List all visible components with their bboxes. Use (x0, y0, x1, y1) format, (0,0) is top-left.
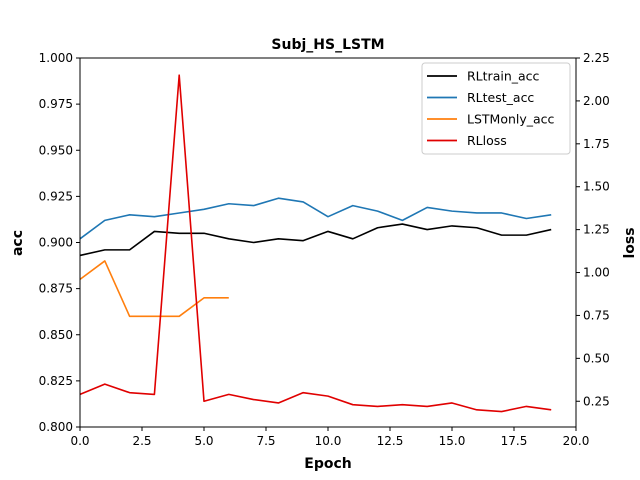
legend-label-1: RLtest_acc (467, 90, 534, 105)
y2-tick-label: 0.75 (583, 308, 610, 322)
y2-tick-label: 2.25 (583, 51, 610, 65)
y-tick-label: 0.925 (39, 189, 73, 203)
y-tick-label: 0.800 (39, 420, 73, 434)
x-tick-label: 15.0 (439, 434, 466, 448)
x-tick-label: 0.0 (70, 434, 89, 448)
legend-label-3: RLloss (467, 133, 507, 148)
series-line-1 (79, 197, 552, 240)
y2-tick-label: 1.75 (583, 137, 610, 151)
legend-box (421, 62, 571, 155)
series-line-0 (79, 223, 552, 257)
x-tick-label: 2.5 (132, 434, 151, 448)
y-tick-label: 0.950 (39, 143, 73, 157)
chart-title: Subj_HS_LSTM (271, 37, 384, 53)
y-tick-label: 0.975 (39, 97, 73, 111)
x-tick-label: 17.5 (501, 434, 528, 448)
legend: RLtrain_acc RLtest_acc LSTMonly_acc RLloss (421, 62, 571, 155)
x-tick-label: 20.0 (563, 434, 590, 448)
y2-tick-label: 0.25 (583, 394, 610, 408)
legend-label-0: RLtrain_acc (467, 69, 540, 84)
y-tick-label: 1.000 (39, 51, 73, 65)
x-axis-title: Epoch (304, 456, 351, 472)
x-tick-label: 7.5 (256, 434, 275, 448)
y2-tick-label: 1.25 (583, 223, 610, 237)
series-line-3 (79, 74, 552, 413)
x-tick-label: 10.0 (315, 434, 342, 448)
y2-tick-label: 1.50 (583, 180, 610, 194)
y-tick-label: 0.850 (39, 328, 73, 342)
y-tick-label: 0.875 (39, 282, 73, 296)
legend-label-2: LSTMonly_acc (467, 112, 555, 127)
y-axis-title: acc (10, 230, 26, 256)
y2-tick-label: 0.50 (583, 351, 610, 365)
y2-tick-label: 2.00 (583, 94, 610, 108)
plot-area: 0.0 2.5 5.0 7.5 10.0 12.5 15.0 17.5 20.0 0.800 0.8… (39, 51, 610, 448)
y-tick-label: 0.900 (39, 236, 73, 250)
series-line-2 (79, 260, 229, 318)
y2-tick-label: 1.00 (583, 266, 610, 280)
y-tick-label: 0.825 (39, 374, 73, 388)
x-tick-label: 12.5 (377, 434, 404, 448)
x-tick-label: 5.0 (194, 434, 213, 448)
y2-axis-title: loss (622, 227, 638, 258)
